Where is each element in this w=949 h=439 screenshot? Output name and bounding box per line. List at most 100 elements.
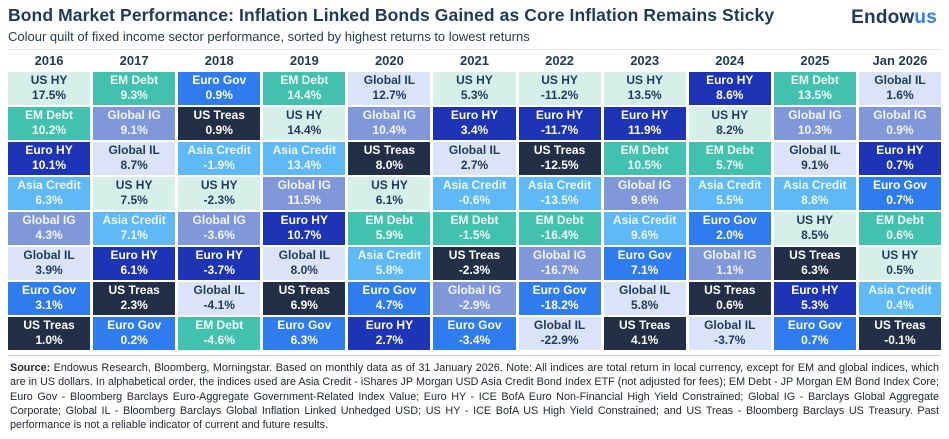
return-value: 1.6% <box>886 88 914 103</box>
quilt-cell: Euro HY -11.7% <box>518 106 601 140</box>
return-value: 14.4% <box>287 123 322 138</box>
sector-label: EM Debt <box>705 143 754 158</box>
year-header-row: 2016 2017 2018 2019 2020 2021 2022 2023 2024 2025… <box>8 50 941 72</box>
quilt-cell: Global IG 10.3% <box>773 106 856 140</box>
return-value: 11.9% <box>627 123 662 138</box>
return-value: 12.7% <box>372 88 407 103</box>
return-value: 8.2% <box>716 123 744 138</box>
quilt-cell: Global IG 9.1% <box>93 106 176 140</box>
sector-label: Global IG <box>277 178 331 193</box>
quilt-cell: Global IL -22.9% <box>518 316 601 350</box>
quilt-cell: Asia Credit 6.3% <box>8 176 91 210</box>
quilt-cell: Global IG -16.7% <box>518 246 601 280</box>
sector-label: US Treas <box>704 283 756 298</box>
sector-label: Euro Gov <box>532 283 587 298</box>
year-header: 2018 <box>204 52 234 68</box>
return-value: 8.5% <box>801 228 829 243</box>
return-value: 9.6% <box>630 193 659 208</box>
quilt-cell: EM Debt 5.7% <box>688 141 771 175</box>
return-value: 13.5% <box>797 88 832 103</box>
return-value: 17.5% <box>32 88 67 103</box>
sector-label: EM Debt <box>365 213 414 228</box>
return-value: 0.2% <box>120 333 148 348</box>
sector-label: US Treas <box>789 248 841 263</box>
quilt-cell: Euro HY 8.6% <box>688 71 771 105</box>
sector-label: Global IG <box>532 248 587 263</box>
quilt-cell: Euro Gov 4.7% <box>348 281 431 315</box>
quilt-cell: Asia Credit -1.9% <box>178 141 261 175</box>
return-value: -18.2% <box>540 298 579 313</box>
return-value: -3.7% <box>203 263 235 278</box>
sector-label: Asia Credit <box>868 283 932 298</box>
quilt-cell: Euro HY 11.9% <box>603 106 686 140</box>
sector-label: Global IL <box>193 283 245 298</box>
quilt-cell: Asia Credit 8.8% <box>773 176 856 210</box>
return-value: -2.9% <box>458 298 491 313</box>
return-value: 8.6% <box>716 88 744 103</box>
quilt-cell: US Treas 0.6% <box>688 281 771 315</box>
sector-label: Global IG <box>447 283 502 298</box>
return-value: 4.3% <box>35 228 63 243</box>
quilt-cell: Asia Credit 0.4% <box>858 281 941 315</box>
return-value: 7.5% <box>120 193 148 208</box>
return-value: -2.3% <box>458 263 491 278</box>
quilt-cell: EM Debt 10.2% <box>8 106 91 140</box>
return-value: 0.7% <box>886 193 914 208</box>
quilt-cell: Euro Gov -3.4% <box>433 316 516 350</box>
quilt-cell: Euro HY 10.1% <box>8 141 91 175</box>
quilt-cell: US HY 8.5% <box>773 211 856 245</box>
quilt-cell: US HY 0.5% <box>858 246 941 280</box>
return-value: -3.4% <box>458 333 491 348</box>
sector-label: Euro Gov <box>107 318 162 333</box>
sector-label: Global IG <box>192 213 246 228</box>
quilt-cell: EM Debt 0.6% <box>858 211 941 245</box>
quilt-cell: Asia Credit 9.6% <box>603 211 686 245</box>
sector-label: Asia Credit <box>357 248 422 263</box>
quilt-cell: Asia Credit -13.5% <box>518 176 601 210</box>
sector-label: Euro HY <box>791 283 839 298</box>
return-value: -3.6% <box>203 228 235 243</box>
sector-label: US HY <box>796 213 834 228</box>
return-value: 10.7% <box>287 228 322 243</box>
sector-label: Euro Gov <box>702 213 757 228</box>
quilt-cell: Euro HY 3.4% <box>433 106 516 140</box>
page-title: Bond Market Performance: Inflation Linke… <box>8 5 775 25</box>
sector-label: Global IG <box>703 248 757 263</box>
quilt-cell: Global IL 8.0% <box>263 246 346 280</box>
quilt-cell: Asia Credit -0.6% <box>433 176 516 210</box>
quilt-cell: Euro Gov 7.1% <box>603 246 686 280</box>
sector-label: EM Debt <box>280 73 329 88</box>
return-value: 0.5% <box>886 263 914 278</box>
return-value: 8.8% <box>801 193 829 208</box>
quilt-cell: US HY 14.4% <box>263 106 346 140</box>
sector-label: Euro Gov <box>362 283 417 298</box>
return-value: 10.3% <box>797 123 832 138</box>
sector-label: US Treas <box>363 143 416 158</box>
return-value: -22.9% <box>540 333 579 348</box>
sector-label: US HY <box>115 178 153 193</box>
quilt-cell: EM Debt 13.5% <box>773 71 856 105</box>
return-value: -1.5% <box>458 228 491 243</box>
return-value: 0.7% <box>886 158 914 173</box>
return-value: 0.6% <box>886 228 914 243</box>
return-value: 1.0% <box>35 333 63 348</box>
quilt-cell: Asia Credit 7.1% <box>93 211 176 245</box>
quilt-cell: US Treas 8.0% <box>348 141 431 175</box>
quilt-cell: US HY 7.5% <box>93 176 176 210</box>
sector-label: Asia Credit <box>272 143 336 158</box>
sector-label: US HY <box>456 73 493 88</box>
return-value: 0.7% <box>801 333 829 348</box>
return-value: 5.3% <box>460 88 489 103</box>
sector-label: Asia Credit <box>783 178 847 193</box>
return-value: -2.3% <box>203 193 235 208</box>
return-value: 5.8% <box>630 298 659 313</box>
sector-label: US Treas <box>874 318 926 333</box>
return-value: 1.1% <box>716 263 744 278</box>
sector-label: Euro HY <box>110 248 158 263</box>
return-value: 6.9% <box>290 298 318 313</box>
return-value: -0.1% <box>884 333 916 348</box>
sector-label: US HY <box>371 178 408 193</box>
sector-label: US HY <box>881 248 919 263</box>
quilt-cell: US HY 5.3% <box>433 71 516 105</box>
